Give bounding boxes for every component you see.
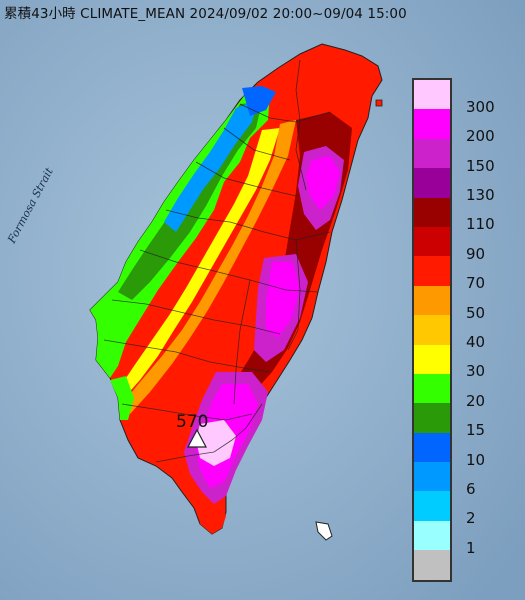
rain-zone-blue-north bbox=[164, 100, 258, 232]
rain-zone-pink-core bbox=[196, 420, 236, 466]
legend-label: 6 bbox=[466, 479, 476, 498]
rain-zone-orange-strip bbox=[122, 120, 296, 414]
legend-swatch bbox=[412, 285, 452, 316]
legend-label: 130 bbox=[466, 185, 495, 204]
legend-label: 2 bbox=[466, 509, 476, 528]
legend-label: 1 bbox=[466, 538, 476, 557]
legend-swatch bbox=[412, 109, 452, 139]
rain-zone-yellow-strip bbox=[118, 128, 280, 398]
legend-label: 300 bbox=[466, 97, 495, 116]
legend-label: 15 bbox=[466, 421, 486, 440]
county-boundaries bbox=[103, 59, 331, 463]
guishan-island bbox=[375, 99, 383, 107]
legend-label: 200 bbox=[466, 127, 495, 146]
legend-swatch bbox=[412, 373, 452, 404]
legend-swatch bbox=[412, 432, 452, 463]
rain-zone-magenta-north bbox=[306, 156, 340, 210]
legend-label: 70 bbox=[466, 274, 486, 293]
legend-label: 90 bbox=[466, 244, 486, 263]
legend-swatch bbox=[412, 520, 452, 551]
triangle-station-marker-icon[interactable] bbox=[187, 428, 207, 448]
legend-swatch bbox=[412, 168, 452, 198]
green-island bbox=[315, 521, 333, 541]
rainfall-legend bbox=[412, 78, 452, 582]
rain-zone-green-southwest bbox=[110, 376, 134, 420]
legend-swatch bbox=[412, 344, 452, 374]
legend-swatch bbox=[412, 550, 452, 582]
legend-swatch bbox=[412, 315, 452, 345]
legend-swatch bbox=[412, 256, 452, 286]
legend-swatch bbox=[412, 462, 452, 492]
legend-label: 20 bbox=[466, 391, 486, 410]
legend-swatch bbox=[412, 403, 452, 433]
map-title: 累積43小時 CLIMATE_MEAN 2024/09/02 20:00~09/… bbox=[4, 6, 407, 22]
legend-swatch bbox=[412, 197, 452, 227]
legend-label: 150 bbox=[466, 156, 495, 175]
legend-swatch bbox=[412, 226, 452, 257]
rain-zone-red-southtip bbox=[198, 504, 226, 534]
legend-swatch bbox=[412, 138, 452, 169]
legend-label: 50 bbox=[466, 303, 486, 322]
legend-label: 30 bbox=[466, 362, 486, 381]
legend-swatch bbox=[412, 491, 452, 521]
legend-label: 10 bbox=[466, 450, 486, 469]
legend-label: 40 bbox=[466, 332, 486, 351]
max-rainfall-label: 570 bbox=[176, 412, 209, 432]
rain-zone-magenta-central bbox=[266, 262, 300, 338]
legend-swatch bbox=[412, 78, 452, 110]
legend-label: 110 bbox=[466, 215, 495, 234]
